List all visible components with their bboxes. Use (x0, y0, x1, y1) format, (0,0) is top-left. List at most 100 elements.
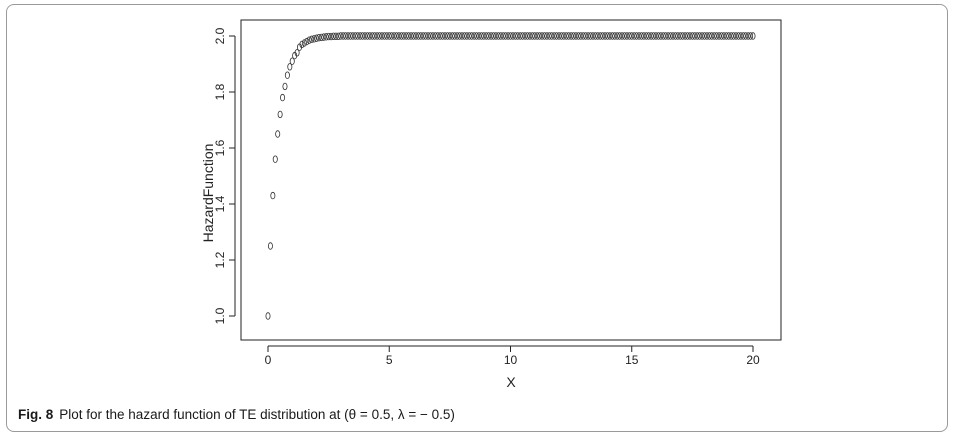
figure-caption: Fig. 8 Plot for the hazard function of TE… (18, 407, 455, 422)
y-axis: 1.0 1.2 1.4 1.6 1.8 2.0 (213, 27, 236, 324)
data-point (672, 32, 678, 40)
data-point (524, 32, 530, 40)
data-point (549, 32, 555, 40)
data-point (563, 32, 569, 40)
data-point (461, 32, 467, 40)
data-point (731, 32, 737, 40)
data-point (556, 32, 562, 40)
y-tick-label: 1.4 (213, 195, 227, 212)
data-point (750, 32, 756, 40)
data-point (391, 32, 397, 40)
data-point (529, 32, 535, 40)
data-point (316, 33, 322, 42)
figure-frame (6, 4, 948, 432)
data-point (602, 32, 608, 40)
data-point (617, 32, 623, 40)
data-point (318, 33, 324, 42)
data-point (607, 32, 613, 40)
data-point (457, 32, 463, 40)
data-point (660, 32, 666, 40)
data-point (447, 32, 453, 40)
data-point (743, 32, 749, 40)
data-point (343, 32, 349, 40)
data-point (534, 32, 540, 40)
data-point (478, 32, 484, 40)
data-point (352, 32, 358, 40)
data-point (488, 32, 494, 40)
data-point (517, 32, 523, 40)
data-point (301, 39, 307, 47)
data-point (621, 32, 627, 40)
data-point (454, 32, 460, 40)
data-point (711, 32, 717, 40)
data-point (723, 32, 729, 40)
data-point (284, 71, 290, 79)
data-point (471, 32, 477, 40)
x-tick-label: 20 (746, 353, 760, 367)
data-point (588, 32, 594, 40)
data-point (735, 32, 741, 40)
data-point (401, 32, 407, 40)
data-point (539, 32, 545, 40)
data-point (355, 32, 361, 40)
data-point (697, 32, 703, 40)
y-tick-label: 1.0 (213, 307, 227, 324)
data-point (282, 82, 288, 91)
data-point (444, 32, 450, 40)
data-point (532, 32, 538, 40)
data-point (624, 32, 630, 40)
data-point (714, 32, 720, 40)
data-point (614, 32, 620, 40)
data-point (641, 32, 647, 40)
data-point (333, 32, 339, 40)
data-point (483, 32, 489, 40)
data-point (505, 32, 511, 40)
data-point (398, 32, 404, 40)
data-point (566, 32, 572, 40)
data-point (357, 32, 363, 40)
data-point (464, 32, 470, 40)
data-point (655, 32, 661, 40)
data-point (326, 32, 332, 41)
data-point (340, 32, 346, 40)
data-point (469, 32, 475, 40)
data-point (609, 32, 615, 40)
y-tick-label: 1.8 (213, 83, 227, 100)
data-point (423, 32, 429, 40)
x-tick-label: 15 (625, 353, 639, 367)
data-points (265, 32, 756, 320)
data-point (726, 32, 732, 40)
data-point (578, 32, 584, 40)
data-point (537, 32, 543, 40)
data-point (568, 32, 574, 40)
data-point (561, 32, 567, 40)
data-point (500, 32, 506, 40)
data-point (328, 32, 334, 41)
data-point (728, 32, 734, 40)
data-point (718, 32, 724, 40)
data-point (706, 32, 712, 40)
data-point (437, 32, 443, 40)
data-point (452, 32, 458, 40)
data-point (648, 32, 654, 40)
data-point (510, 32, 516, 40)
data-point (442, 32, 448, 40)
data-point (486, 32, 492, 40)
data-point (503, 32, 509, 40)
data-point (651, 32, 657, 40)
data-point (360, 32, 366, 40)
data-point (709, 32, 715, 40)
data-point (389, 32, 395, 40)
data-point (449, 32, 455, 40)
data-point (459, 32, 465, 40)
data-point (381, 32, 387, 40)
data-point (425, 32, 431, 40)
data-point (396, 32, 402, 40)
data-point (294, 49, 300, 57)
data-point (418, 32, 424, 40)
data-point (680, 32, 686, 40)
data-point (515, 32, 521, 40)
y-tick-label: 2.0 (213, 27, 227, 44)
caption-text: Plot for the hazard function of TE distr… (59, 407, 455, 422)
y-tick-label: 1.2 (213, 251, 227, 268)
